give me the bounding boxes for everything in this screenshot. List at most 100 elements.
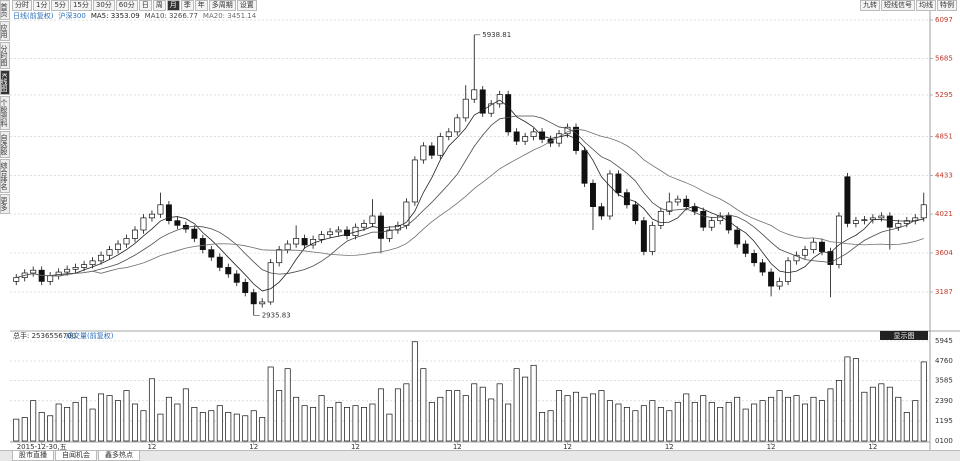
candle-body <box>861 219 868 222</box>
candle-body <box>140 217 147 231</box>
volume-bar <box>793 395 800 442</box>
volume-bar <box>717 407 724 442</box>
period-button[interactable]: 30分 <box>92 0 115 11</box>
candle-body <box>666 201 673 212</box>
sidebar-tab[interactable]: K线图 <box>0 70 10 95</box>
period-button[interactable]: 15分 <box>69 0 92 11</box>
period-button[interactable]: 5分 <box>51 0 69 11</box>
volume-bar <box>785 396 792 442</box>
sidebar-tab[interactable]: 应用 <box>0 21 10 41</box>
volume-bar <box>140 410 147 442</box>
volume-bar <box>157 413 164 442</box>
sidebar: 首页 应用 分时图 K线图 个股资料 自选股 综合排名 更多 <box>0 0 10 215</box>
y-tick-label: 3187 <box>935 288 953 296</box>
bottom-tab[interactable]: 股市直播 <box>12 450 54 461</box>
sidebar-tab[interactable]: 综合排名 <box>0 158 10 193</box>
volume-bar <box>420 368 427 442</box>
tool-button[interactable]: 九转 <box>860 0 880 11</box>
candle-body <box>895 223 902 228</box>
volume-bar <box>89 408 96 442</box>
volume-bar <box>428 401 435 442</box>
volume-tick-label: 5945 <box>935 337 953 345</box>
sidebar-tab[interactable]: 首页 <box>0 0 10 20</box>
candle-body <box>878 215 885 219</box>
volume-bar <box>725 401 732 442</box>
candle-body <box>64 268 71 273</box>
candle-body <box>403 201 410 226</box>
volume-tick-label: 3585 <box>935 377 953 385</box>
volume-bar <box>165 396 172 442</box>
sidebar-tab[interactable]: 更多 <box>0 193 10 214</box>
volume-tick-label: 1195 <box>935 417 953 425</box>
volume-bar <box>38 412 45 442</box>
volume-bar <box>751 403 758 442</box>
candle-body <box>649 224 656 252</box>
volume-bar <box>386 413 393 442</box>
candle-body <box>428 145 435 156</box>
volume-bar <box>564 395 571 442</box>
volume-bar <box>335 401 342 442</box>
period-button[interactable]: 日 <box>138 0 152 11</box>
volume-bar <box>233 413 240 442</box>
volume-bar <box>276 390 283 442</box>
candle-body <box>691 206 698 212</box>
candle-body <box>174 220 181 226</box>
candle-body <box>13 277 20 282</box>
index-name: 沪深300 <box>58 11 85 20</box>
sidebar-tab[interactable]: 自选股 <box>0 130 10 158</box>
sidebar-tab[interactable]: 分时图 <box>0 42 10 69</box>
bottom-tab[interactable]: 鑫多热点 <box>98 450 140 461</box>
period-button[interactable]: 1分 <box>33 0 51 11</box>
volume-tick-label: 4760 <box>935 357 953 365</box>
candle-body <box>742 243 749 254</box>
volume-bar <box>606 400 613 442</box>
tool-button[interactable]: 短线信号 <box>881 0 915 11</box>
candle-body <box>301 238 308 246</box>
y-tick-label: 5685 <box>935 55 953 63</box>
bottom-tab[interactable]: 自闻机会 <box>55 450 97 461</box>
ma-line <box>16 115 924 279</box>
volume-bar <box>55 403 62 442</box>
sidebar-tab[interactable]: 个股资料 <box>0 95 10 130</box>
volume-bar <box>776 390 783 442</box>
y-tick-label: 4851 <box>935 132 953 140</box>
volume-bar <box>454 390 461 442</box>
candle-body <box>386 229 393 239</box>
show-button[interactable] <box>880 331 928 340</box>
candle-body <box>802 249 808 256</box>
x-tick-label: 12 <box>453 443 462 451</box>
volume-bar <box>250 410 257 442</box>
candle-body <box>657 210 664 226</box>
candle-body <box>471 89 478 100</box>
show-button-label: 显示图 <box>894 332 915 340</box>
tool-button[interactable]: 特例 <box>937 0 957 11</box>
candle-body <box>734 229 741 245</box>
period-button[interactable]: 周 <box>152 0 166 11</box>
period-button[interactable]: 月 <box>166 0 180 11</box>
volume-bar <box>267 366 274 442</box>
x-tick-label: 12 <box>665 443 674 451</box>
candle-body <box>30 269 37 274</box>
bottom-tabs: 股市直播 自闻机会 鑫多热点 <box>12 450 141 461</box>
period-button[interactable]: 多周期 <box>208 0 236 11</box>
candle-body <box>674 198 681 203</box>
volume-tick-label: 2390 <box>935 397 953 405</box>
volume-bar <box>242 415 249 442</box>
period-button[interactable]: 年 <box>194 0 208 11</box>
volume-bar <box>649 400 656 442</box>
period-button[interactable]: 60分 <box>115 0 138 11</box>
volume-bar <box>72 401 79 442</box>
bottom-bar <box>0 450 960 461</box>
volume-bar <box>225 412 232 442</box>
candle-body <box>216 256 223 268</box>
period-button[interactable]: 设置 <box>236 0 257 11</box>
candle-body <box>598 206 605 217</box>
candle-body <box>581 150 588 184</box>
period-button[interactable]: 分时 <box>12 0 32 11</box>
period-button[interactable]: 季 <box>180 0 194 11</box>
volume-bar <box>691 401 698 442</box>
tool-button[interactable]: 均线 <box>916 0 936 11</box>
candle-body <box>462 98 469 119</box>
